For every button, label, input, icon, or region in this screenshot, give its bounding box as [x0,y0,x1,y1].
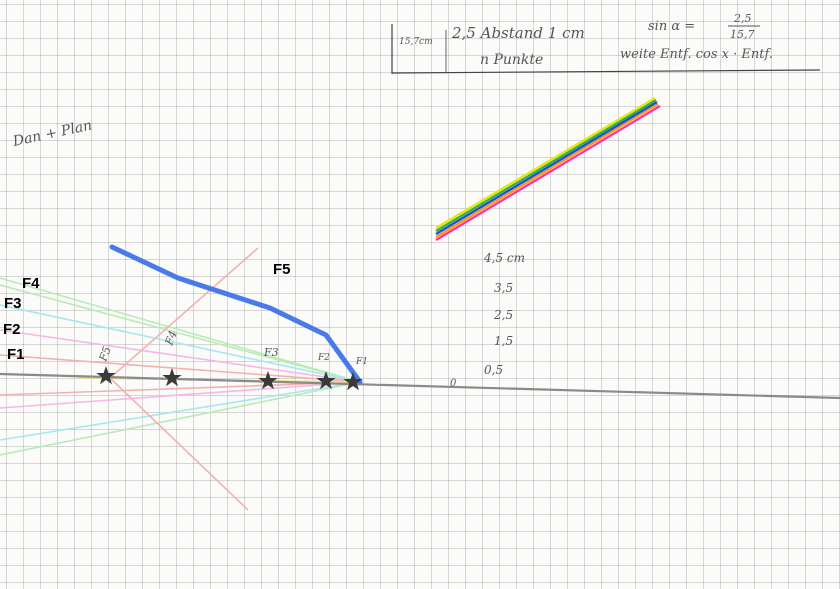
focus-mark: F5 [96,345,114,364]
top-left-note: 15,7cm [399,37,433,47]
origin-mark: 0 [450,378,457,389]
spacing-note: 2,5 Abstand 1 cm [451,24,585,42]
header-table: 15,7cm 2,5 Abstand 1 cm n Punkte sin α =… [391,12,821,74]
scale-label: 4,5 cm [483,251,525,265]
scale-label: 0,5 [484,363,503,377]
scale-label: 3,5 [494,281,513,295]
focus-star [343,372,363,391]
optical-axis [0,372,840,400]
sin-numerator: 2,5 [733,12,752,25]
corner-note: Dan + Plan [11,118,94,151]
focus-marks: F1 F2 F3 F4 F5 [96,329,368,367]
sin-formula: sin α = [648,19,695,34]
label-f3: F3 [4,295,22,312]
focus-points [96,366,363,391]
focus-curve [109,244,363,385]
label-f1: F1 [7,346,25,363]
light-rays [0,247,361,511]
scale-labels: 4,5 cm 3,5 2,5 1,5 0,5 0 [450,251,525,389]
sin-denominator: 15,7 [730,28,755,41]
label-f2: F2 [3,321,21,338]
focus-star [162,368,182,387]
color-band [435,97,661,241]
label-f5: F5 [273,261,291,278]
distance-formula: weite Entf. cos x · Entf. [620,47,773,62]
focus-mark: F2 [317,353,330,363]
focus-star [316,371,336,390]
focus-star [258,371,278,390]
scale-label: 1,5 [494,334,513,348]
scale-label: 2,5 [493,308,513,322]
count-note: n Punkte [480,52,543,68]
label-f4: F4 [22,275,40,292]
focus-mark: F1 [355,357,368,367]
focus-mark: F4 [162,329,180,348]
focus-mark: F3 [263,346,279,359]
focus-star [96,366,116,385]
